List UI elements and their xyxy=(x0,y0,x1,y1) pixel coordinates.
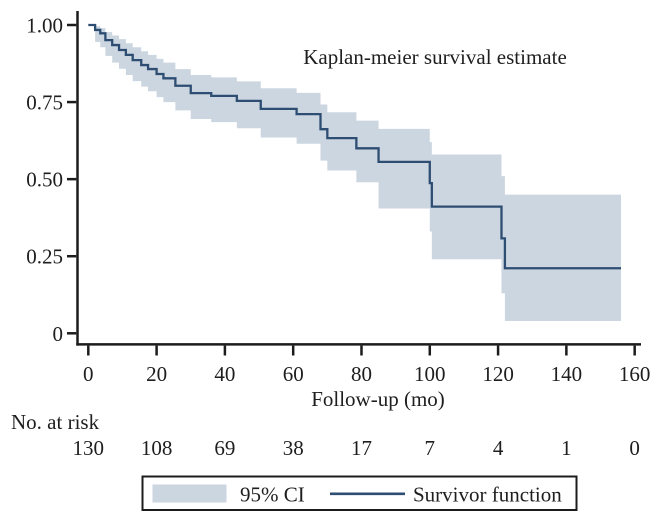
x-axis-title: Follow-up (mo) xyxy=(311,387,445,411)
legend-ci-swatch xyxy=(152,484,227,503)
x-tick-label: 160 xyxy=(619,362,651,386)
x-tick-label: 80 xyxy=(351,362,372,386)
risk-table-label: No. at risk xyxy=(11,410,100,434)
y-tick-label: 0.50 xyxy=(26,168,63,192)
y-tick-label: 0 xyxy=(53,322,64,346)
risk-count: 4 xyxy=(493,436,504,460)
x-tick-label: 100 xyxy=(414,362,446,386)
y-tick-label: 0.75 xyxy=(26,91,63,115)
x-tick-label: 40 xyxy=(214,362,235,386)
y-tick-label: 1.00 xyxy=(26,14,63,38)
legend-ci-label: 95% CI xyxy=(240,483,305,507)
y-tick-label: 0.25 xyxy=(26,245,63,269)
risk-count: 17 xyxy=(351,436,372,460)
x-tick-label: 0 xyxy=(83,362,94,386)
plot-layer: 0 20 40 60 80 100 120 140 1601.000.750.500.25013… xyxy=(26,11,650,460)
x-tick-label: 140 xyxy=(551,362,583,386)
risk-count: 1 xyxy=(561,436,572,460)
risk-count: 7 xyxy=(425,436,436,460)
x-tick-label: 20 xyxy=(146,362,167,386)
risk-count: 130 xyxy=(73,436,105,460)
survivor-step-line xyxy=(88,23,622,270)
risk-count: 38 xyxy=(283,436,304,460)
x-tick-label: 60 xyxy=(283,362,304,386)
x-tick-label: 120 xyxy=(482,362,514,386)
risk-count: 69 xyxy=(214,436,235,460)
risk-count: 108 xyxy=(141,436,173,460)
risk-count: 0 xyxy=(629,436,640,460)
legend-line-label: Survivor function xyxy=(413,483,562,507)
legend: 95% CI Survivor function xyxy=(141,475,578,511)
ci-band-area xyxy=(88,25,622,321)
chart-title: Kaplan-meier survival estimate xyxy=(303,45,567,69)
